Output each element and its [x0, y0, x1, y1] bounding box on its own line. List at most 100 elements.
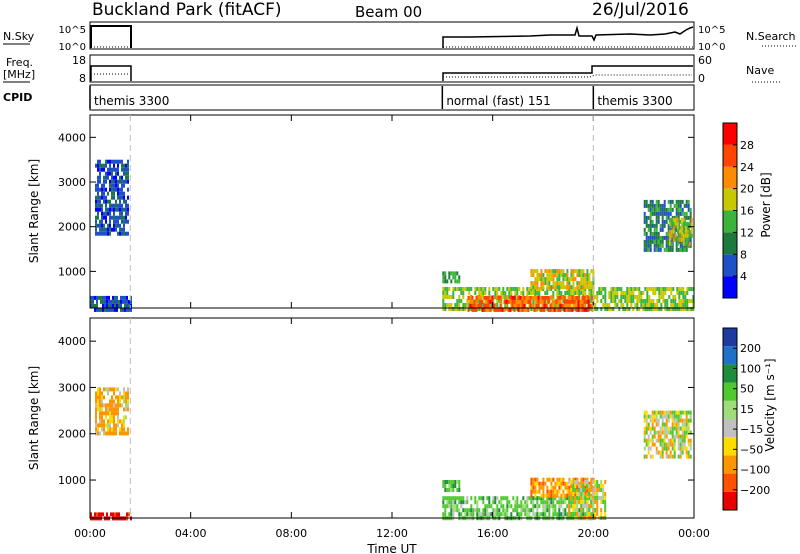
power-cell: [679, 207, 682, 212]
power-cell: [506, 287, 509, 291]
power-cell: [671, 247, 674, 252]
power-cell: [532, 285, 535, 290]
power-cell: [94, 295, 96, 300]
power-cell: [681, 239, 684, 244]
velocity-cell: [550, 496, 553, 501]
power-cell: [648, 287, 651, 291]
velocity-cell: [127, 431, 129, 436]
power-cell: [516, 291, 519, 295]
power-cell: [547, 307, 550, 312]
velocity-cell: [516, 504, 519, 509]
velocity-cell: [570, 500, 573, 505]
power-cell: [676, 225, 679, 230]
velocity-cell: [685, 422, 688, 427]
power-cell: [682, 287, 685, 291]
power-cell: [105, 211, 107, 216]
power-cell: [97, 179, 99, 184]
velocity-cell: [602, 496, 605, 500]
power-cell: [670, 303, 673, 307]
power-cell: [485, 307, 488, 312]
power-cell: [125, 163, 127, 168]
velocity-cell: [492, 512, 495, 517]
power-cell: [678, 233, 681, 238]
power-cell: [122, 307, 124, 312]
velocity-cell: [568, 512, 571, 516]
power-cell: [100, 295, 102, 300]
velocity-cell: [121, 403, 123, 408]
power-cell: [114, 295, 116, 300]
power-cell: [690, 287, 693, 291]
velocity-cell: [552, 477, 555, 482]
cpid-segment-label: themis 3300: [94, 94, 169, 108]
power-cell: [107, 231, 109, 236]
power-cell: [548, 269, 551, 274]
velocity-cell: [109, 419, 111, 424]
velocity-cell: [590, 480, 593, 484]
power-cell: [119, 215, 121, 220]
power-cell: [685, 215, 688, 220]
power-cell: [616, 291, 619, 295]
velocity-cell: [452, 508, 455, 513]
power-cell: [671, 235, 674, 240]
power-cell: [113, 195, 115, 200]
power-cell: [95, 223, 97, 228]
velocity-cell: [546, 493, 549, 498]
power-cell: [534, 285, 537, 290]
velocity-cell: [659, 442, 662, 447]
power-cell: [117, 207, 119, 212]
power-cell: [127, 203, 129, 208]
velocity-cell: [474, 496, 477, 501]
velocity-cell: [103, 427, 105, 432]
power-cell: [592, 281, 595, 286]
power-cell: [517, 307, 520, 312]
velocity-cell: [604, 480, 607, 484]
freq-unit: [MHz]: [3, 68, 35, 81]
velocity-cell: [446, 496, 449, 501]
power-cell: [578, 273, 581, 278]
velocity-cell: [651, 418, 654, 423]
power-cell: [496, 291, 499, 295]
velocity-cell: [586, 512, 589, 516]
power-cell: [124, 303, 126, 308]
velocity-cell: [689, 410, 692, 415]
velocity-cell: [564, 485, 567, 490]
power-cell: [489, 295, 492, 300]
velocity-cell: [128, 512, 130, 517]
velocity-cell: [679, 434, 682, 439]
power-cell: [604, 303, 607, 307]
power-cell: [452, 295, 455, 299]
velocity-cell: [109, 403, 111, 408]
power-cell: [578, 291, 581, 295]
velocity-cell: [677, 422, 680, 427]
power-cell: [602, 295, 605, 299]
power-cell: [475, 299, 478, 304]
power-cell: [468, 299, 471, 303]
velocity-cell: [580, 492, 583, 496]
power-cell: [600, 287, 603, 291]
velocity-cell: [550, 481, 553, 486]
power-cell: [485, 303, 488, 308]
velocity-cell: [538, 481, 541, 486]
power-cell: [546, 269, 549, 274]
velocity-cell: [562, 493, 565, 498]
power-cell: [552, 291, 555, 295]
velocity-cell: [514, 500, 517, 505]
power-cell: [538, 273, 541, 278]
power-cell: [672, 229, 675, 234]
power-cell: [658, 307, 661, 311]
velocity-cell: [450, 500, 453, 505]
power-cell: [565, 303, 568, 308]
velocity-cell: [675, 418, 678, 423]
power-cell: [557, 299, 560, 304]
velocity-cell: [444, 504, 447, 509]
power-cell: [103, 195, 105, 200]
power-cell: [496, 299, 499, 303]
power-cell: [647, 235, 650, 240]
power-cell: [622, 303, 625, 307]
power-cell: [113, 167, 115, 172]
power-cell: [679, 239, 682, 244]
power-cell: [126, 303, 128, 308]
power-cell: [661, 227, 664, 232]
power-cell: [489, 299, 492, 304]
power-cell: [575, 295, 578, 300]
